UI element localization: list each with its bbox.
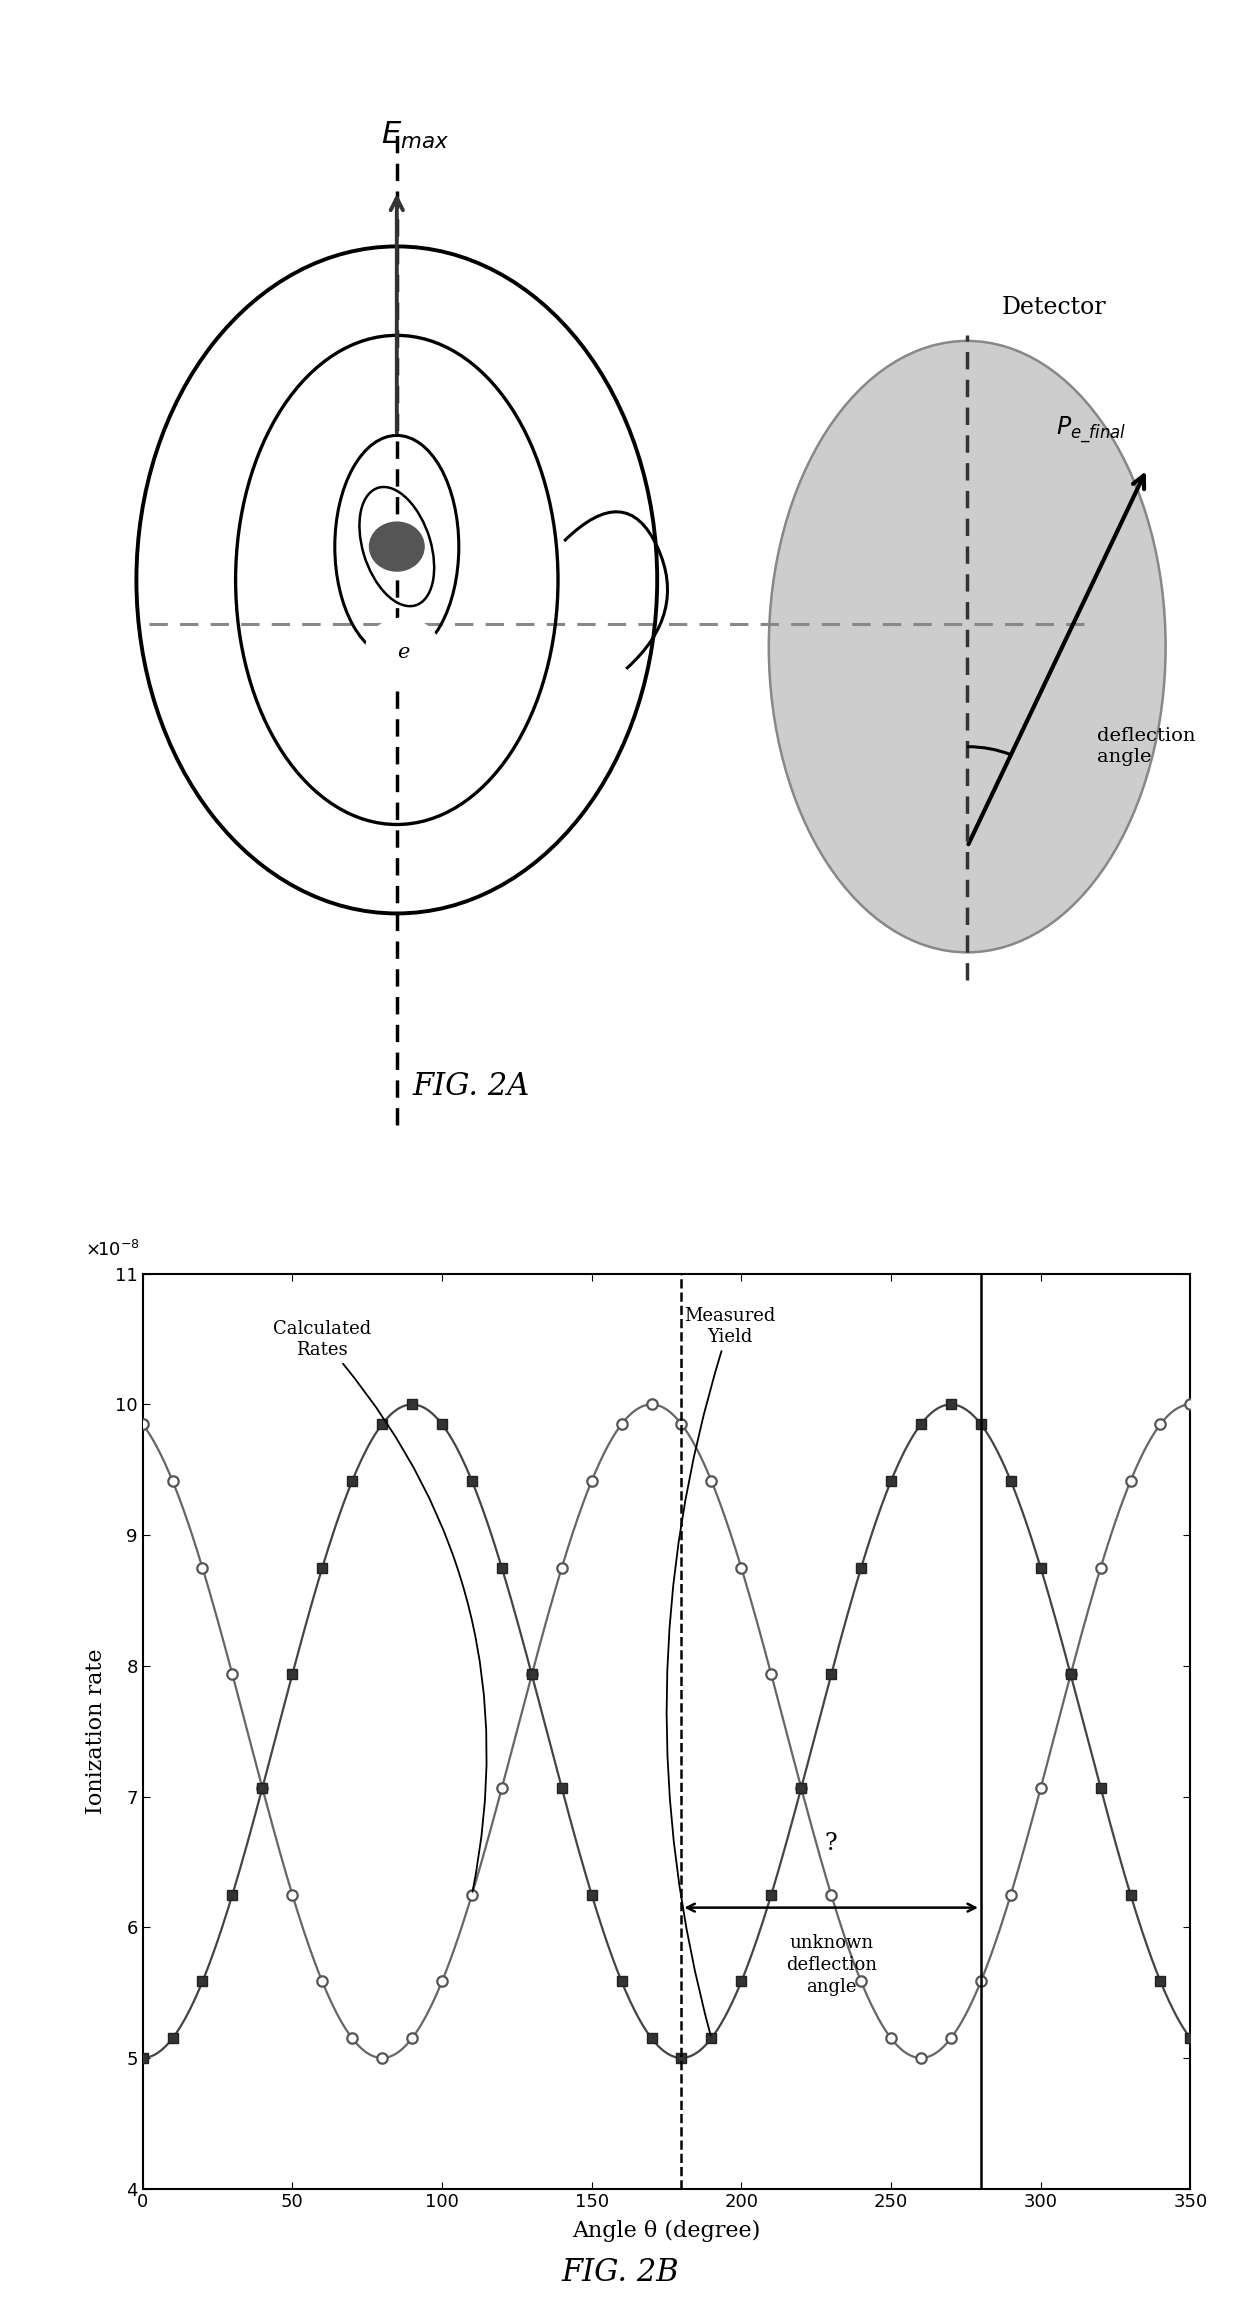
Text: $\times\!10^{-8}$: $\times\!10^{-8}$ xyxy=(86,1239,140,1260)
Text: Calculated
Rates: Calculated Rates xyxy=(273,1320,486,1892)
Circle shape xyxy=(370,521,424,572)
X-axis label: Angle θ (degree): Angle θ (degree) xyxy=(573,2219,760,2242)
Text: Detector: Detector xyxy=(1002,296,1106,320)
Text: FIG. 2B: FIG. 2B xyxy=(562,2258,678,2288)
Text: $P_{e\_final}$: $P_{e\_final}$ xyxy=(1056,415,1126,445)
Text: FIG. 2A: FIG. 2A xyxy=(413,1072,529,1102)
Text: Measured
Yield: Measured Yield xyxy=(667,1306,775,2036)
Y-axis label: Ionization rate: Ionization rate xyxy=(84,1649,107,1813)
Text: ?: ? xyxy=(825,1832,837,1855)
Text: unknown
deflection
angle: unknown deflection angle xyxy=(786,1934,877,1996)
Text: $E_{max}$: $E_{max}$ xyxy=(382,120,449,151)
Text: e: e xyxy=(397,642,409,662)
Circle shape xyxy=(366,618,440,686)
Text: deflection
angle: deflection angle xyxy=(1097,727,1195,767)
Ellipse shape xyxy=(769,340,1166,952)
